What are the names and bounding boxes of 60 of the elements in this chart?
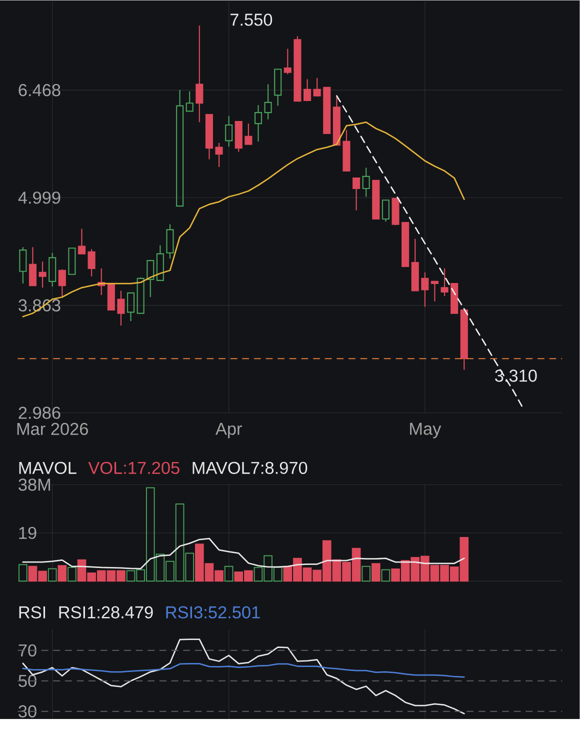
annotation: 7.550 [230, 14, 272, 26]
candlestick [402, 222, 410, 267]
candlestick [333, 96, 341, 146]
candlestick [274, 68, 282, 106]
x-tick-label: May [410, 422, 442, 438]
candlestick [244, 123, 252, 145]
candlestick [166, 224, 174, 260]
candlestick [450, 282, 458, 314]
candlestick [156, 244, 164, 281]
series-label: RSI1:28.479 [59, 606, 153, 618]
annotation: 3.310 [495, 370, 537, 382]
candlestick [206, 114, 214, 160]
y-tick-label: 70 [18, 644, 36, 657]
candlestick [78, 228, 86, 254]
bar [48, 568, 57, 582]
y-tick-label: 19 [19, 526, 36, 540]
text: MAVOL7:8.970 [192, 462, 308, 474]
candlestick [68, 248, 76, 275]
x-tick-label: Apr [216, 422, 242, 438]
candlestick [411, 238, 420, 292]
candlestick [372, 180, 380, 220]
series-label: VOL:17.205 [88, 462, 180, 474]
candlestick [127, 292, 135, 322]
candlestick [29, 246, 37, 286]
y-tick-label: 4.999 [18, 192, 60, 204]
candlestick [342, 129, 350, 172]
y-tick-label: 38M [18, 478, 50, 491]
candlestick [176, 89, 184, 207]
candlestick [107, 284, 116, 311]
bar [381, 569, 390, 582]
y-tick-label: 50 [18, 674, 36, 687]
y-tick-label: 30 [18, 705, 36, 718]
bar [362, 566, 371, 582]
candlestick [362, 167, 370, 198]
bar [224, 566, 234, 582]
candlestick [186, 90, 194, 112]
bar [372, 563, 380, 582]
candlestick [136, 276, 144, 314]
candlestick [48, 252, 56, 288]
x-tick-label: Mar 2026 [17, 422, 88, 436]
chart-title: RSI [19, 606, 46, 618]
candlestick [225, 115, 233, 148]
y-tick-label: 6.468 [18, 84, 60, 96]
chart-title: MAVOL [19, 462, 76, 474]
text: RSI3:52.501 [166, 606, 260, 618]
candlestick [460, 309, 468, 370]
candlestick [382, 200, 390, 222]
candlestick [38, 260, 46, 288]
bar [18, 564, 28, 582]
candlestick [196, 25, 204, 123]
bar [68, 566, 76, 582]
candlestick [146, 260, 154, 298]
bar [58, 565, 67, 582]
candlestick [264, 84, 272, 120]
candlestick [254, 104, 262, 142]
candlestick [431, 280, 439, 302]
y-tick-label: 2.986 [18, 406, 60, 419]
candlestick [352, 177, 360, 211]
candlestick [323, 86, 331, 134]
candlestick [19, 246, 27, 284]
